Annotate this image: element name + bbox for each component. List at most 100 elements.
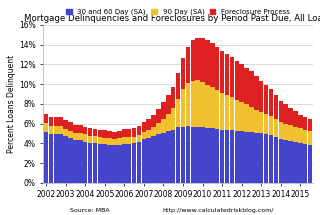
Bar (269, 89, 273, 117)
Bar (244, 104, 249, 132)
Bar (151, 137, 156, 183)
Bar (288, 125, 293, 141)
Bar (293, 142, 298, 183)
Bar (176, 99, 180, 127)
Bar (49, 117, 53, 126)
Bar (44, 114, 48, 123)
Bar (53, 126, 58, 135)
Bar (93, 143, 97, 183)
Bar (44, 123, 48, 132)
Bar (235, 60, 239, 100)
Bar (117, 138, 122, 145)
Bar (288, 141, 293, 183)
Bar (73, 133, 78, 140)
Bar (171, 87, 175, 108)
Bar (171, 108, 175, 130)
Bar (254, 76, 259, 110)
Bar (83, 142, 87, 183)
Bar (112, 132, 117, 139)
Bar (156, 109, 161, 123)
Bar (59, 117, 63, 126)
Bar (108, 131, 112, 138)
Bar (117, 131, 122, 138)
Bar (308, 131, 312, 145)
Bar (205, 127, 210, 183)
Bar (117, 145, 122, 183)
Bar (93, 129, 97, 137)
Bar (239, 102, 244, 131)
Bar (132, 137, 136, 143)
Bar (244, 132, 249, 183)
Bar (190, 40, 195, 81)
Bar (102, 144, 107, 183)
Bar (49, 126, 53, 135)
Bar (108, 138, 112, 145)
Bar (210, 43, 215, 87)
Bar (181, 127, 185, 183)
Bar (200, 127, 205, 183)
Bar (303, 144, 308, 183)
Legend: 30 and 60 Day (SA), 90 Day (SA), Foreclosure Process: 30 and 60 Day (SA), 90 Day (SA), Foreclo… (66, 8, 291, 16)
Bar (122, 144, 126, 183)
Bar (274, 95, 278, 119)
Bar (132, 128, 136, 137)
Bar (274, 137, 278, 183)
Bar (230, 130, 234, 183)
Bar (73, 140, 78, 183)
Bar (59, 126, 63, 135)
Bar (166, 131, 171, 183)
Bar (284, 104, 288, 124)
Bar (298, 115, 303, 128)
Bar (59, 135, 63, 183)
Bar (264, 114, 268, 134)
Bar (186, 126, 190, 183)
Bar (186, 47, 190, 83)
Bar (166, 95, 171, 114)
Bar (269, 135, 273, 183)
Bar (161, 102, 166, 119)
Bar (235, 131, 239, 183)
Bar (44, 132, 48, 183)
Bar (284, 124, 288, 140)
Bar (53, 117, 58, 126)
Bar (293, 127, 298, 142)
Bar (102, 138, 107, 144)
Bar (176, 127, 180, 183)
Bar (53, 135, 58, 183)
Bar (68, 122, 73, 131)
Bar (210, 87, 215, 128)
Bar (156, 123, 161, 135)
Bar (102, 130, 107, 138)
Bar (196, 38, 200, 80)
Bar (264, 85, 268, 114)
Bar (284, 140, 288, 183)
Bar (166, 114, 171, 131)
Bar (49, 135, 53, 183)
Bar (142, 139, 146, 183)
Bar (142, 132, 146, 139)
Bar (308, 145, 312, 183)
Bar (196, 127, 200, 183)
Bar (127, 137, 132, 144)
Title: Mortgage Delinquencies and Foreclosures by Period Past Due, All Loans: Mortgage Delinquencies and Foreclosures … (24, 14, 320, 23)
Bar (200, 82, 205, 127)
Bar (230, 97, 234, 130)
Bar (293, 111, 298, 127)
Bar (303, 117, 308, 130)
Bar (254, 133, 259, 183)
Bar (235, 100, 239, 131)
Bar (132, 143, 136, 183)
Bar (137, 142, 141, 183)
Bar (73, 125, 78, 133)
Bar (220, 51, 224, 93)
Bar (112, 139, 117, 145)
Bar (122, 137, 126, 144)
Bar (225, 130, 229, 183)
Bar (171, 130, 175, 183)
Bar (68, 131, 73, 138)
Bar (137, 126, 141, 135)
Bar (127, 144, 132, 183)
Bar (259, 112, 263, 133)
Bar (196, 80, 200, 127)
Bar (112, 145, 117, 183)
